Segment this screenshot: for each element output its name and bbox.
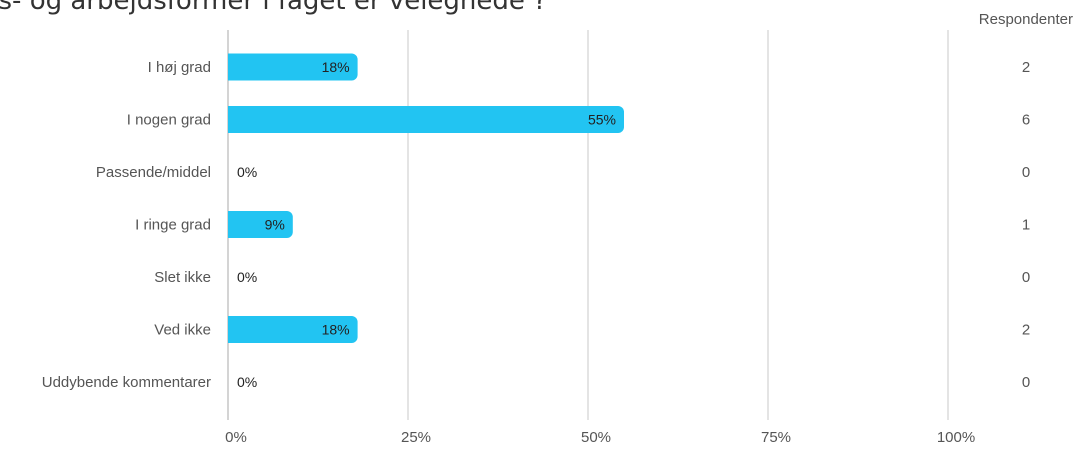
bar-value-label: 18%	[322, 322, 350, 338]
respondent-count: 2	[1022, 322, 1030, 339]
category-label: I høj grad	[148, 59, 211, 76]
x-tick-label: 75%	[761, 429, 791, 446]
bar-left-edge	[228, 106, 236, 133]
bar-left-edge	[228, 316, 236, 343]
x-tick-label: 50%	[581, 429, 611, 446]
bar-value-label: 9%	[265, 217, 285, 233]
bar-left-edge	[228, 211, 236, 238]
respondent-count: 0	[1022, 269, 1030, 286]
category-label: Slet ikke	[154, 269, 211, 286]
category-label: Ved ikke	[154, 322, 211, 339]
bar-value-label: 55%	[588, 112, 616, 128]
x-tick-label: 25%	[401, 429, 431, 446]
chart-title: gs- og arbejdsformer i faget er velegned…	[0, 0, 547, 16]
bar	[228, 316, 358, 343]
bar-value-label: 0%	[237, 269, 257, 285]
respondent-count: 1	[1022, 217, 1030, 234]
respondent-count: 0	[1022, 374, 1030, 391]
x-tick-label: 0%	[225, 429, 247, 446]
category-label: I ringe grad	[135, 217, 211, 234]
bar-value-label: 18%	[322, 59, 350, 75]
bar-left-edge	[228, 53, 236, 81]
bar	[228, 106, 624, 133]
x-tick-label: 100%	[937, 429, 975, 446]
respondent-count: 2	[1022, 59, 1030, 76]
category-label: Uddybende kommentarer	[42, 374, 211, 391]
respondent-count: 0	[1022, 164, 1030, 181]
bar-value-label: 0%	[237, 374, 257, 390]
bar	[228, 211, 293, 238]
bar	[228, 53, 358, 81]
bar-value-label: 0%	[237, 164, 257, 180]
respondent-count: 6	[1022, 112, 1030, 129]
respondents-header: Respondenter	[979, 11, 1073, 28]
category-label: I nogen grad	[127, 112, 211, 129]
category-label: Passende/middel	[96, 164, 211, 181]
